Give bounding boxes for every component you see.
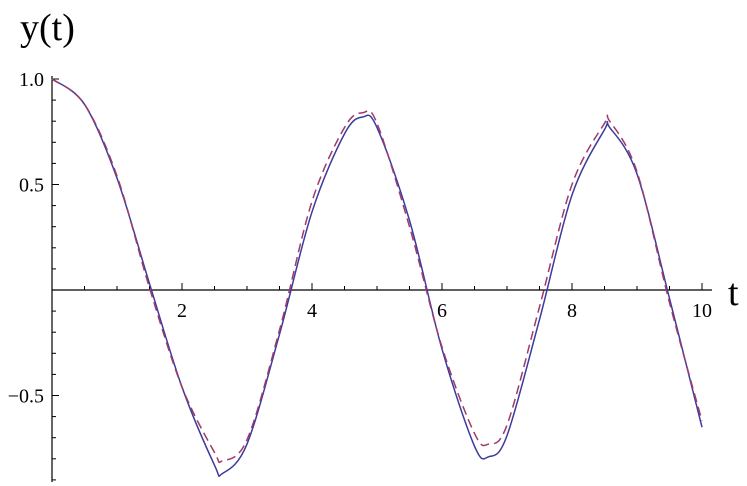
series-line-solid bbox=[51, 78, 703, 477]
y-tick-label: 1.0 bbox=[19, 69, 44, 91]
y-tick-label: 0.5 bbox=[19, 175, 44, 197]
x-tick-label: 2 bbox=[177, 300, 187, 322]
series-line-dashed bbox=[51, 78, 703, 464]
y-axis-label: y(t) bbox=[20, 7, 75, 49]
ticks-group: 2 4 6 8 10 1.0 0.5 −0.5 bbox=[8, 69, 712, 481]
x-tick-label: 10 bbox=[692, 300, 712, 322]
x-tick-label: 6 bbox=[437, 300, 447, 322]
x-tick-label: 4 bbox=[307, 300, 317, 322]
series-group bbox=[51, 78, 703, 477]
x-tick-label: 8 bbox=[567, 300, 577, 322]
x-axis-label: t bbox=[728, 272, 739, 314]
y-tick-label: −0.5 bbox=[8, 386, 44, 408]
